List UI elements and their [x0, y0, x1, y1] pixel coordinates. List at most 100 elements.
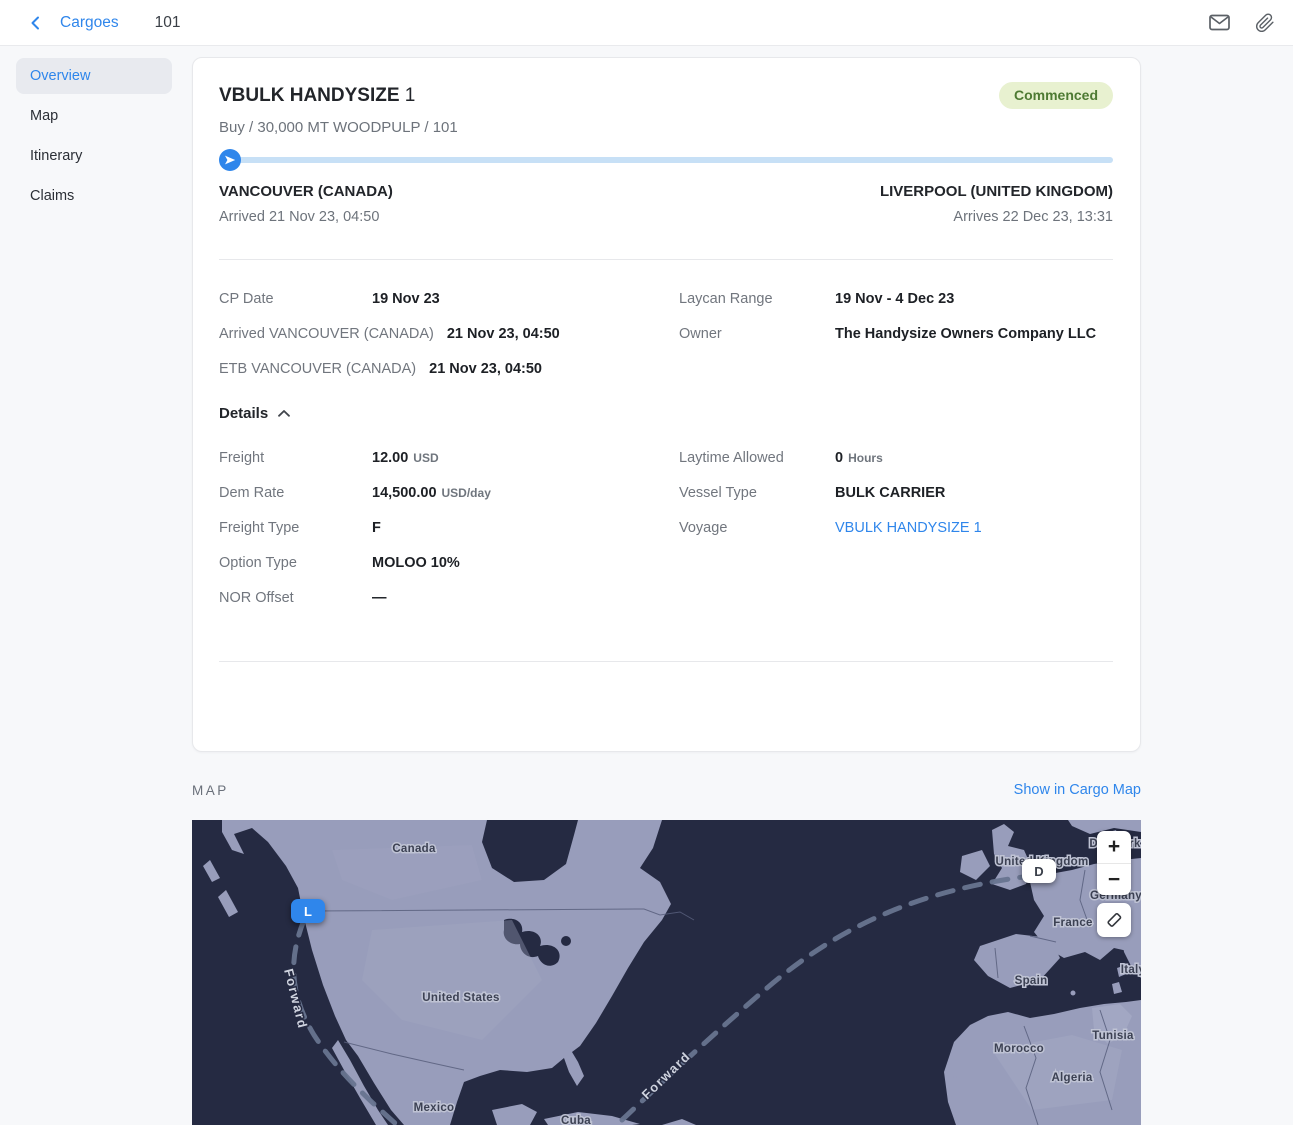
divider: [219, 661, 1113, 662]
back-button[interactable]: [28, 14, 44, 32]
map-label-united-states: United States: [422, 992, 499, 1004]
field-laytime-allowed: Laytime Allowed 0 Hours: [679, 450, 1113, 485]
voyage-link[interactable]: VBULK HANDYSIZE 1: [835, 520, 982, 536]
field-cp-date: CP Date 19 Nov 23: [219, 291, 671, 326]
voyage-progress-bar: [219, 149, 1113, 171]
field-label: Freight: [219, 450, 265, 466]
field-label: Laycan Range: [679, 291, 773, 307]
chevron-up-icon: [278, 410, 291, 417]
field-voyage: Voyage VBULK HANDYSIZE 1: [679, 520, 1113, 555]
yucatan: [492, 1104, 537, 1125]
port-summary: VANCOUVER (CANADA) Arrived 21 Nov 23, 04…: [219, 183, 1113, 225]
origin-port: VANCOUVER (CANADA): [219, 183, 393, 200]
relief: [362, 920, 542, 1040]
origin-time: Arrived 21 Nov 23, 04:50: [219, 209, 380, 225]
map-label-italy: Italy: [1121, 964, 1141, 976]
field-label: ETB VANCOUVER (CANADA): [219, 361, 417, 377]
field-option-type: Option Type MOLOO 10%: [219, 555, 671, 590]
route-segment-pacific: [291, 917, 400, 1125]
map-section-header: MAP Show in Cargo Map: [192, 782, 1141, 798]
voyage-name: VBULK HANDYSIZE: [219, 85, 400, 106]
zoom-in-button[interactable]: +: [1107, 835, 1121, 858]
map-label-mexico: Mexico: [414, 1102, 455, 1114]
field-value: 19 Nov 23: [372, 291, 440, 307]
load-port-marker[interactable]: L: [291, 899, 325, 923]
cargo-subtitle: Buy / 30,000 MT WOODPULP / 101: [219, 119, 458, 136]
sidebar-item-itinerary[interactable]: Itinerary: [30, 148, 83, 164]
map-label-cuba: Cuba: [561, 1115, 591, 1125]
sidebar-item-map[interactable]: Map: [30, 108, 59, 124]
summary-right-column: Laycan Range 19 Nov - 4 Dec 23 Owner The…: [679, 291, 1113, 361]
divider: [219, 259, 1113, 260]
measure-distance-button[interactable]: [1097, 903, 1131, 937]
mail-button[interactable]: [1207, 11, 1231, 35]
zoom-out-button[interactable]: −: [1097, 863, 1131, 895]
discharge-port-marker[interactable]: D: [1022, 859, 1056, 883]
field-value: The Handysize Owners Company LLC: [835, 326, 1097, 342]
field-label: CP Date: [219, 291, 274, 307]
field-laycan-range: Laycan Range 19 Nov - 4 Dec 23: [679, 291, 1113, 326]
island: [1112, 982, 1122, 994]
sidebar-item-claims[interactable]: Claims: [30, 188, 75, 204]
status-badge: Commenced: [998, 82, 1113, 109]
map-label-tunisia: Tunisia: [1092, 1030, 1134, 1042]
field-value: 0: [835, 450, 844, 466]
field-value: —: [372, 590, 387, 606]
route-segment-atlantic: [619, 873, 1033, 1123]
island: [203, 860, 220, 882]
map-label-morocco: Morocco: [994, 1043, 1044, 1055]
island: [1070, 990, 1076, 996]
page-title: VBULK HANDYSIZE 1: [219, 85, 415, 107]
relief: [332, 845, 482, 900]
sidebar-item-overview[interactable]: Overview: [16, 58, 172, 94]
mail-icon: [1208, 14, 1230, 31]
field-label: Owner: [679, 326, 722, 342]
landmass-ireland: [960, 850, 990, 880]
field-label: Voyage: [679, 520, 728, 536]
lake: [561, 936, 571, 946]
map-label-spain: Spain: [1015, 975, 1048, 987]
vessel-position-indicator: [219, 149, 241, 171]
field-vessel-type: Vessel Type BULK CARRIER: [679, 485, 1113, 520]
field-nor-offset: NOR Offset —: [219, 590, 671, 625]
destination-time: Arrives 22 Dec 23, 13:31: [953, 209, 1113, 225]
field-freight: Freight 12.00 USD: [219, 450, 671, 485]
field-freight-type: Freight Type F: [219, 520, 671, 555]
field-etb: ETB VANCOUVER (CANADA) 21 Nov 23, 04:50: [219, 361, 671, 396]
field-unit: USD: [413, 451, 439, 465]
attachment-button[interactable]: [1253, 11, 1277, 35]
progress-track: [221, 157, 1113, 163]
details-toggle[interactable]: Details: [219, 405, 291, 422]
destination-port: LIVERPOOL (UNITED KINGDOM): [879, 183, 1113, 200]
field-label: Freight Type: [219, 520, 300, 536]
sidebar: Overview Map Itinerary Claims: [16, 58, 172, 218]
field-label: Dem Rate: [219, 485, 285, 501]
cargo-overview-card: VBULK HANDYSIZE 1 Commenced Buy / 30,000…: [192, 57, 1141, 752]
island: [1117, 966, 1126, 977]
field-value: 14,500.00: [372, 485, 437, 501]
map-zoom-control: + −: [1097, 831, 1131, 895]
island: [218, 890, 238, 917]
field-unit: USD/day: [441, 486, 491, 500]
field-label: Option Type: [219, 555, 297, 571]
field-value: 19 Nov - 4 Dec 23: [835, 291, 955, 307]
voyage-route: [291, 873, 1033, 1125]
field-dem-rate: Dem Rate 14,500.00 USD/day: [219, 485, 671, 520]
show-in-cargo-map-link[interactable]: Show in Cargo Map: [1013, 782, 1141, 798]
map-label-france: France: [1053, 917, 1093, 929]
voyage-number: 1: [404, 85, 416, 106]
map-label-canada: Canada: [392, 843, 436, 855]
country-borders: [309, 863, 1113, 1125]
landmass-north-africa: [944, 1000, 1141, 1125]
field-value: 21 Nov 23, 04:50: [429, 361, 542, 377]
route-map[interactable]: Forward Forward Canada United States Mex…: [192, 820, 1141, 1125]
field-arrived: Arrived VANCOUVER (CANADA) 21 Nov 23, 04…: [219, 326, 671, 361]
chevron-left-icon: [31, 16, 39, 29]
field-unit: Hours: [848, 451, 883, 465]
world-map: Forward Forward Canada United States Mex…: [192, 820, 1141, 1125]
field-label: NOR Offset: [219, 590, 294, 606]
details-left-column: Freight 12.00 USD Dem Rate 14,500.00 USD…: [219, 450, 671, 625]
field-value: BULK CARRIER: [835, 485, 946, 501]
breadcrumb-cargoes[interactable]: Cargoes: [60, 13, 119, 31]
